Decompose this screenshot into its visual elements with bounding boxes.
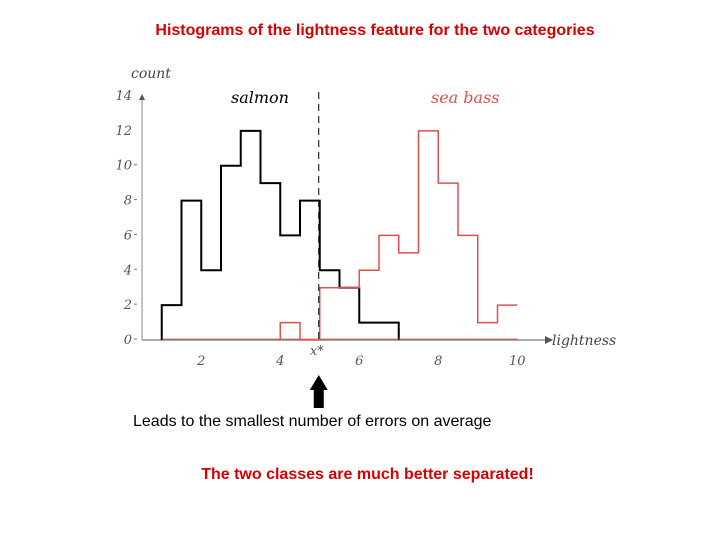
y-tick-label: 0 xyxy=(124,333,132,348)
x-tick-label: 6 xyxy=(355,354,363,369)
axes xyxy=(139,94,553,344)
tick-labels: 2 4 6 8 10 0 2 4 6 8 10 12 14 xyxy=(115,89,525,369)
histogram-step-line xyxy=(279,130,518,341)
x-axis-arrow xyxy=(545,336,553,344)
caption-separation: The two classes are much better separate… xyxy=(201,466,534,483)
series-label-sea-bass: sea bass xyxy=(431,88,500,107)
caption-errors: Leads to the smallest number of errors o… xyxy=(133,413,492,430)
y-tick-label: 12 xyxy=(115,124,132,139)
y-tick-label: 6 xyxy=(124,228,132,243)
y-tick-label: 8 xyxy=(124,194,132,209)
histogram-step-line xyxy=(160,129,400,340)
y-axis-label: count xyxy=(131,66,171,82)
x-tick-label: 2 xyxy=(196,354,205,369)
y-tick-label: 4 xyxy=(123,263,132,278)
slide-title: Histograms of the lightness feature for … xyxy=(155,22,595,39)
histogram-steps xyxy=(160,129,518,341)
threshold-label: x* xyxy=(310,344,324,359)
threshold-pointer-arrow xyxy=(309,375,328,408)
y-tick-label: 2 xyxy=(123,298,132,313)
y-axis-arrow xyxy=(139,94,145,100)
y-tick-label: 10 xyxy=(115,159,132,174)
x-tick-label: 4 xyxy=(275,354,284,369)
x-axis-label: lightness xyxy=(552,333,616,349)
x-tick-label: 10 xyxy=(509,354,526,369)
threshold: x* xyxy=(309,92,328,408)
x-tick-label: 8 xyxy=(434,354,442,369)
series-label-salmon: salmon xyxy=(231,88,289,107)
series-salmon xyxy=(160,129,400,340)
series-sea-bass xyxy=(161,130,518,341)
y-tick-label: 14 xyxy=(115,89,132,104)
